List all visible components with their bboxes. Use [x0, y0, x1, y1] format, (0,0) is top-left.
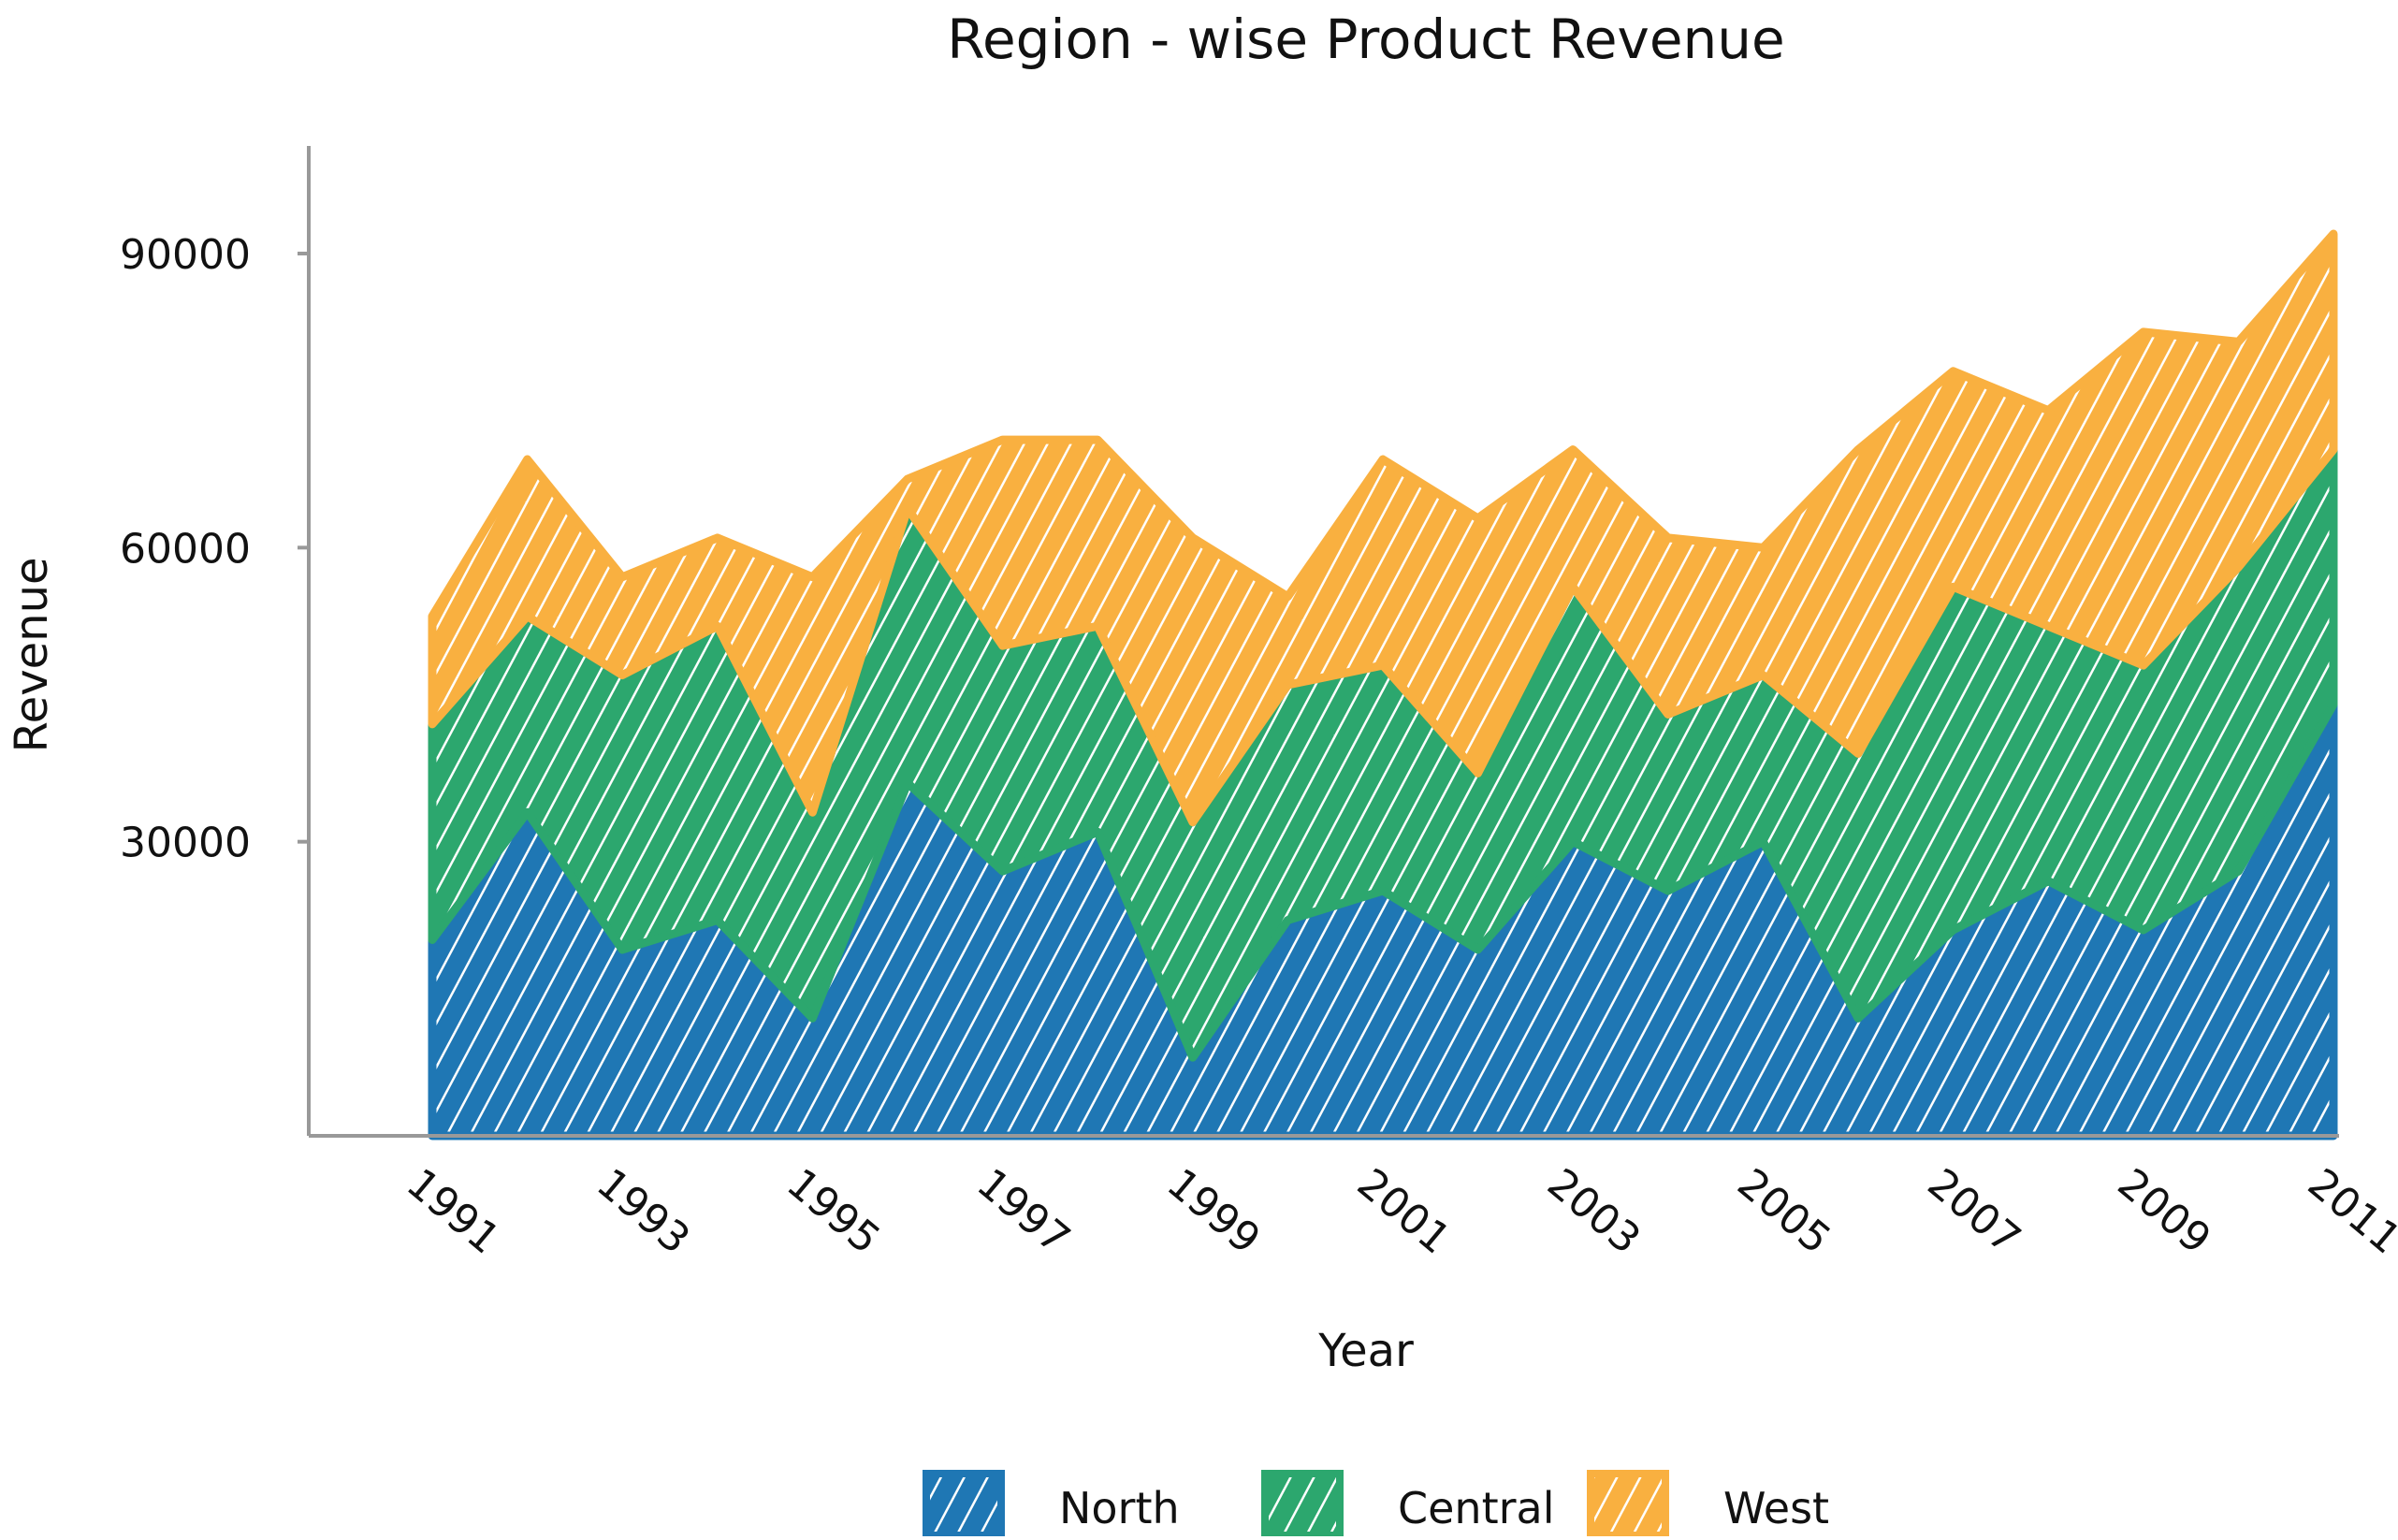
chart-title: Region - wise Product Revenue	[947, 7, 1785, 71]
y-tick-label: 60000	[120, 525, 251, 573]
x-tick-label: 2005	[1728, 1159, 1839, 1263]
legend-label: North	[1059, 1483, 1180, 1533]
y-ticks: 30000 60000 90000	[120, 231, 309, 867]
x-axis-label: Year	[1317, 1325, 1414, 1377]
legend: North Central West	[923, 1470, 1829, 1539]
legend-label: West	[1723, 1483, 1829, 1533]
legend-swatch-north	[923, 1470, 1005, 1539]
x-tick-label: 1997	[968, 1159, 1080, 1263]
area-layers	[428, 229, 2338, 1140]
x-tick-label: 2009	[2109, 1159, 2220, 1263]
x-tick-label: 1991	[398, 1159, 509, 1263]
x-ticks: 1991 1993 1995 1997 1999 2001 2003 2005 2007 2009…	[398, 1159, 2398, 1263]
legend-swatch-west	[1587, 1470, 1669, 1539]
y-tick-label: 90000	[120, 231, 251, 279]
area-west	[428, 229, 2338, 827]
legend-label: Central	[1398, 1483, 1555, 1533]
y-axis-label: Revenue	[6, 557, 58, 752]
x-tick-label: 1999	[1158, 1159, 1270, 1263]
y-tick-label: 30000	[120, 820, 251, 867]
x-tick-label: 1995	[778, 1159, 889, 1263]
x-tick-label: 1993	[588, 1159, 699, 1263]
x-tick-label: 2001	[1348, 1159, 1460, 1263]
legend-swatch-central	[1261, 1470, 1344, 1539]
x-tick-label: 2003	[1538, 1159, 1650, 1263]
x-tick-label: 2011	[2299, 1159, 2398, 1263]
x-tick-label: 2007	[1919, 1159, 2030, 1263]
